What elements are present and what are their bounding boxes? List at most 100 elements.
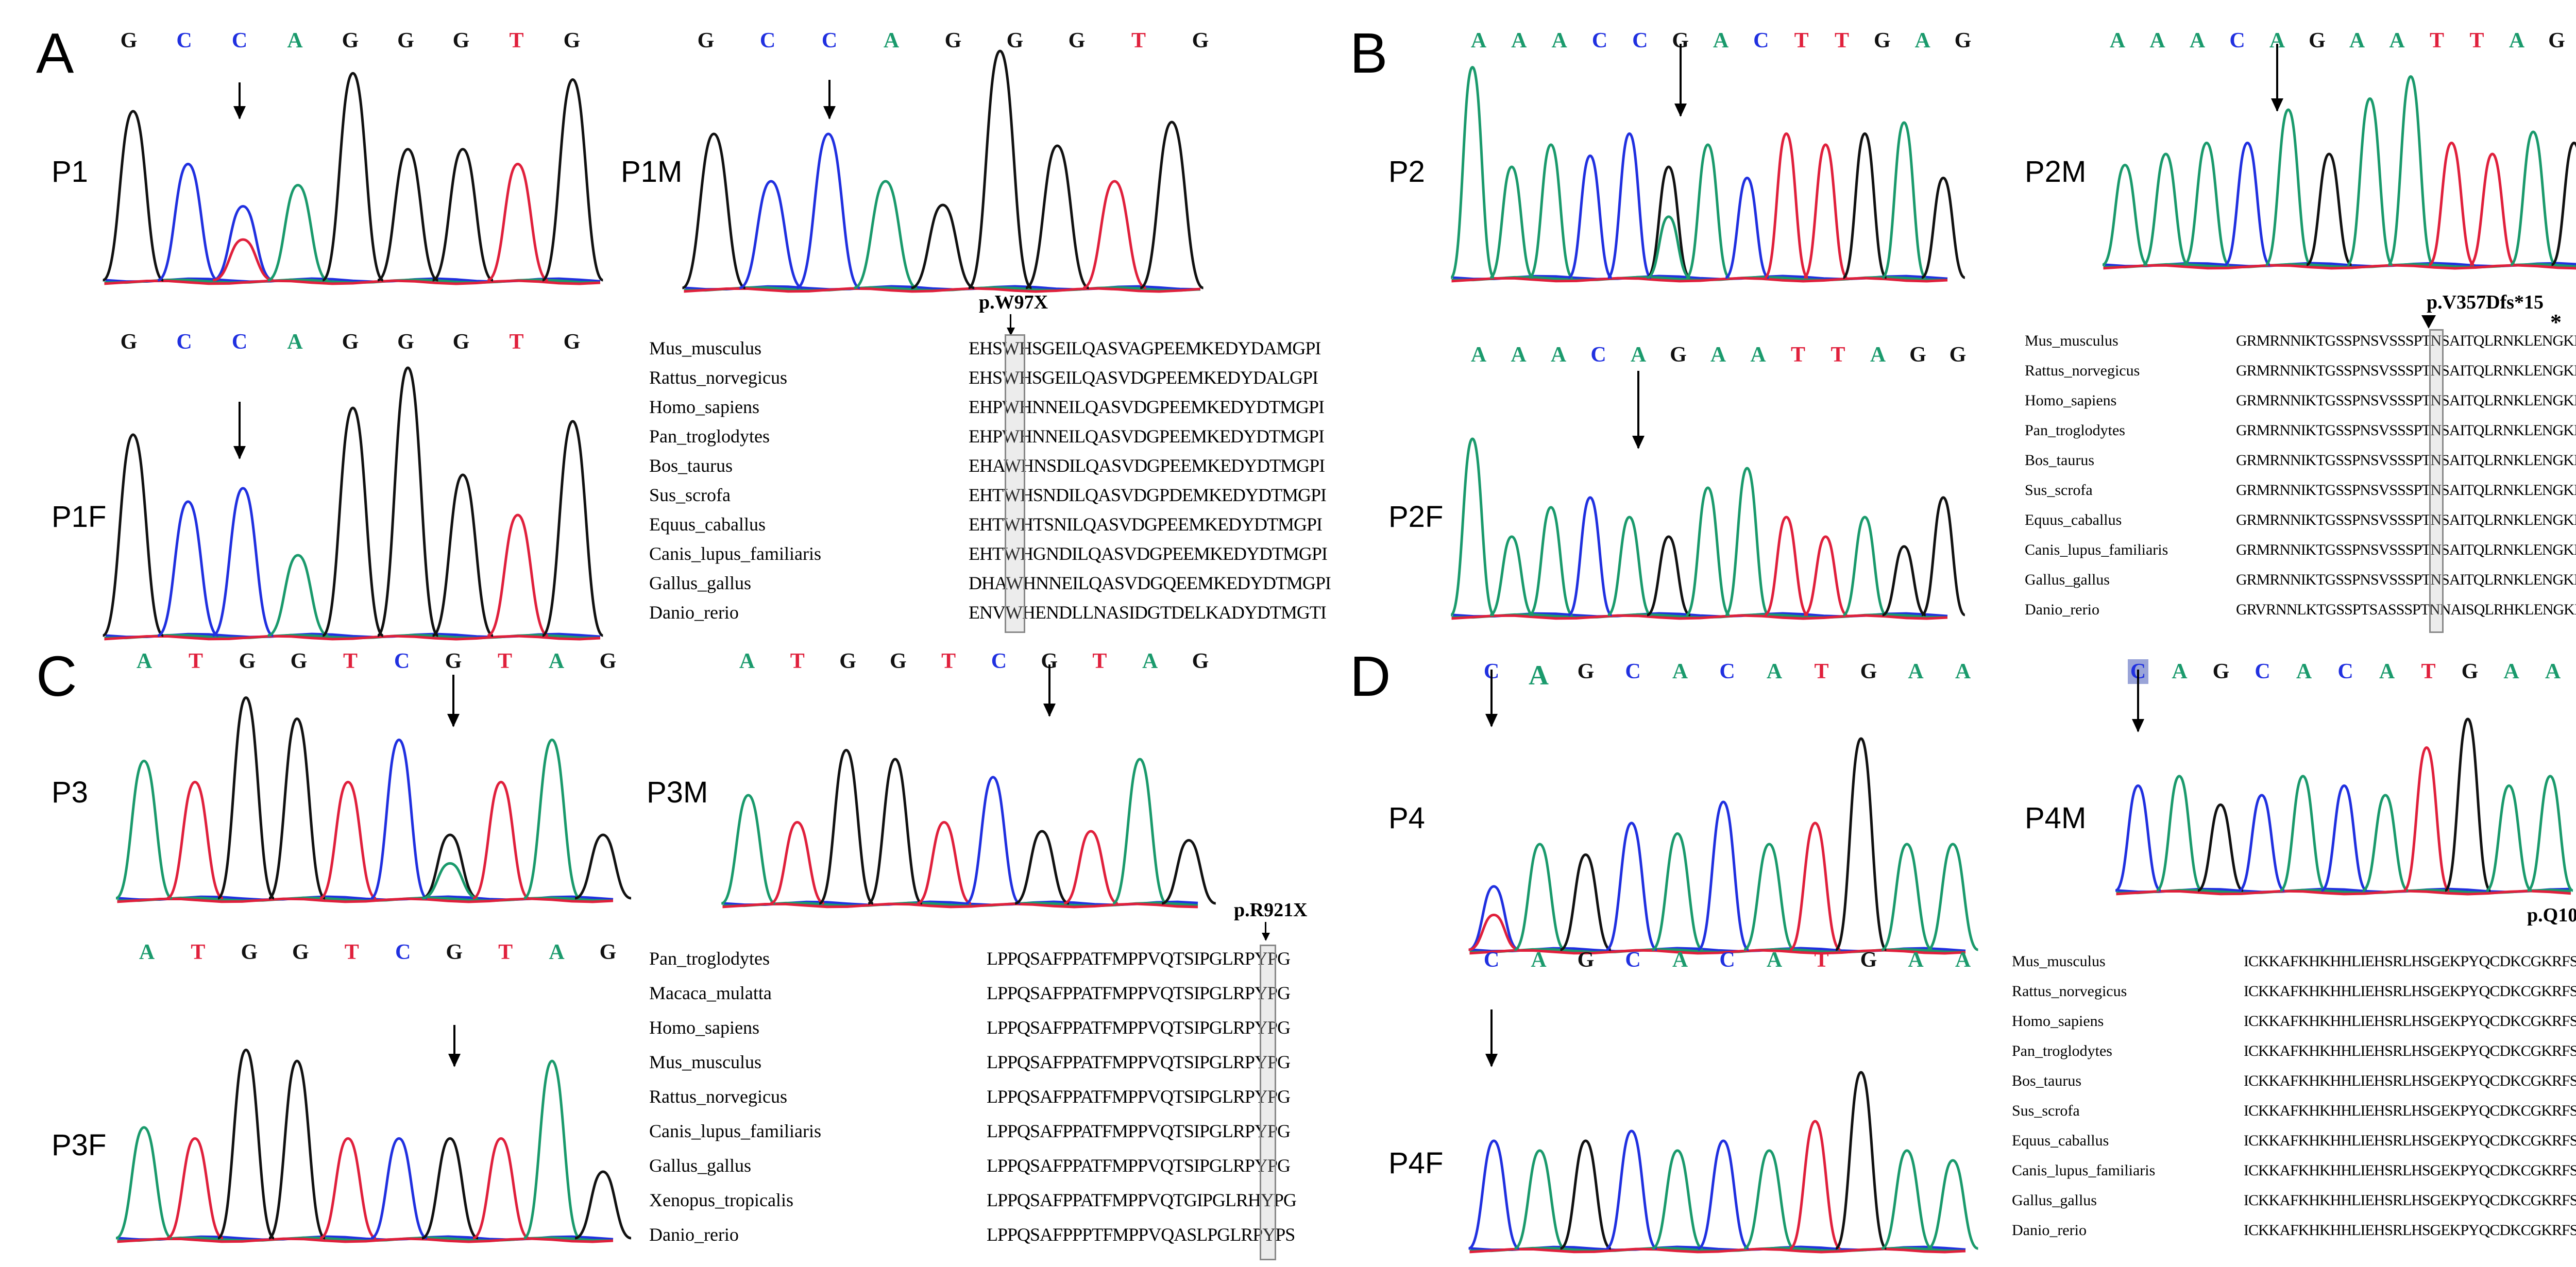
peak-p2m-3 xyxy=(2224,141,2271,266)
base-call-p3f-4: T xyxy=(344,940,359,964)
base-call-p1f-1: C xyxy=(176,330,192,354)
peak-p4m-9 xyxy=(2485,784,2533,892)
peak-p2m-10 xyxy=(2510,130,2556,266)
base-call-p2-12: G xyxy=(1954,29,1972,53)
peak-p2f-0 xyxy=(1450,437,1495,617)
peak-p1-4 xyxy=(322,72,384,282)
variant-arrow-p1f xyxy=(233,402,246,459)
baseline-p2m-2 xyxy=(2103,264,2576,270)
base-call-p4-10: A xyxy=(1955,660,1971,683)
species-name: Sus_scrofa xyxy=(649,485,731,505)
peak-p2f-10 xyxy=(1842,516,1887,617)
protein-sequence: GRVRNNLKTGSSPTSASSSPTNNAISQLRHKLENGKI xyxy=(2236,601,2576,618)
base-call-p3-8: A xyxy=(548,649,565,673)
base-call-p2f-1: A xyxy=(1511,343,1527,367)
base-call-p3-7: T xyxy=(497,649,512,673)
peak-p3f-7 xyxy=(472,1137,530,1240)
base-call-p2m-11: G xyxy=(2548,29,2565,53)
base-call-p1-8: G xyxy=(563,29,581,53)
peak-p4m-8 xyxy=(2444,717,2492,892)
peak-p4f-8 xyxy=(1835,1071,1887,1250)
chromatogram-p4f xyxy=(1468,1046,1979,1254)
peak-p3f-1 xyxy=(166,1137,224,1240)
conserved-residue-box xyxy=(1260,945,1276,1260)
peak-p4-1 xyxy=(1514,843,1566,951)
peak-p4-2 xyxy=(1560,853,1612,951)
peak-p2f-5 xyxy=(1646,535,1691,617)
peak-p4f-3 xyxy=(1605,1129,1657,1250)
peak-p2-7 xyxy=(1725,176,1770,279)
baseline-p2-2 xyxy=(1451,277,1948,283)
base-call-p3m-9: G xyxy=(1192,649,1209,673)
peak-p1-3 xyxy=(267,183,329,282)
peak-p2-3 xyxy=(1568,154,1613,279)
base-call-p3f-8: A xyxy=(549,940,565,964)
base-call-p2f-2: A xyxy=(1550,343,1567,367)
species-name: Canis_lupus_familiaris xyxy=(649,1121,821,1141)
base-call-p4-8: G xyxy=(1860,660,1877,683)
peak-p4-4 xyxy=(1651,832,1703,951)
base-call-p2m-10: A xyxy=(2509,29,2525,53)
species-name: Pan_troglodytes xyxy=(649,426,770,447)
het-peak-p1 xyxy=(212,238,274,282)
baseline-p4-2 xyxy=(1469,949,1966,955)
peak-p4-6 xyxy=(1743,843,1795,951)
species-name: Pan_troglodytes xyxy=(649,948,770,969)
peak-p3f-2 xyxy=(217,1048,275,1240)
protein-sequence: EHTWHTSNILQASVDGPEEMKEDYDTMGPI xyxy=(969,514,1323,535)
peak-p4-5 xyxy=(1697,800,1750,951)
chromatogram-svg-p2 xyxy=(1449,65,1965,283)
species-name: Danio_rerio xyxy=(2012,1222,2087,1239)
protein-sequence: GRMRNNIKTGSSPNSVSSSPTNSAITQLRNKLENGKI xyxy=(2236,392,2576,409)
peak-p3-9 xyxy=(574,833,632,900)
base-call-p2f-3: C xyxy=(1590,343,1606,367)
base-call-p3-6: G xyxy=(445,649,462,673)
variant-arrow-p3 xyxy=(447,675,460,727)
base-call-p1-7: T xyxy=(509,29,524,53)
peak-p4m-5 xyxy=(2320,784,2368,892)
baseline-p4m-2 xyxy=(2116,889,2571,896)
trace-label-p2f: P2F xyxy=(1388,500,1444,534)
chromatogram-p1 xyxy=(102,62,604,285)
peak-p1f-7 xyxy=(487,513,549,637)
protein-sequence: LPPQSAFPPATFMPPVQTGIPGLRHYPG xyxy=(987,1190,1297,1210)
peak-p2m-9 xyxy=(2469,152,2516,266)
peak-p4m-6 xyxy=(2362,794,2409,892)
base-call-p4f-9: A xyxy=(1908,948,1924,972)
stop-marker-icon: * xyxy=(2550,310,2562,335)
chromatogram-svg-p4m xyxy=(2114,717,2574,896)
species-name: Rattus_norvegicus xyxy=(649,367,787,388)
peak-p4-0 xyxy=(1468,885,1520,951)
base-call-p1f-4: G xyxy=(342,330,359,354)
chromatogram-svg-p3f xyxy=(115,1048,632,1243)
peak-p3f-4 xyxy=(319,1137,377,1240)
protein-sequence: EHTWHSNDILQASVDGPDEMKEDYDTMGPI xyxy=(969,485,1327,505)
peak-p1m-5 xyxy=(968,49,1032,289)
peak-p4-3 xyxy=(1605,821,1657,951)
base-call-p4m-4: A xyxy=(2296,660,2312,683)
protein-sequence: EHPWHNNEILQASVDGPEEMKEDYDTMGPI xyxy=(969,426,1325,447)
base-call-p4f-5: C xyxy=(1719,948,1735,972)
peak-p1f-3 xyxy=(267,554,329,637)
protein-sequence: GRMRNNIKTGSSPNSVSSSPTNSAITQLRNKLENGKI xyxy=(2236,482,2576,499)
species-name: Canis_lupus_familiaris xyxy=(649,543,821,564)
species-name: Mus_musculus xyxy=(649,338,762,358)
peak-p2-10 xyxy=(1842,132,1887,279)
peak-p1f-5 xyxy=(377,366,439,637)
base-call-p3f-3: G xyxy=(292,940,309,964)
peak-p2-0 xyxy=(1449,65,1496,279)
base-call-p2m-0: A xyxy=(2109,29,2126,53)
base-call-p2-2: A xyxy=(1551,29,1567,53)
base-call-p2m-6: A xyxy=(2349,29,2365,53)
protein-sequence: ICKKAFKHKHHLIEHSRLHSGEKPYQCDKCGKRFSHSGSY… xyxy=(2244,1102,2576,1119)
baseline-p1-2 xyxy=(104,279,601,285)
base-call-p2f-9: T xyxy=(1831,343,1845,367)
peak-p2f-11 xyxy=(1882,545,1926,617)
species-name: Homo_sapiens xyxy=(649,1017,759,1038)
chromatogram-p1f xyxy=(102,361,604,641)
peak-p2f-9 xyxy=(1803,535,1848,617)
base-call-p4m-6: A xyxy=(2379,660,2395,683)
peak-p3m-8 xyxy=(1112,758,1167,905)
chromatogram-svg-p3 xyxy=(115,696,632,903)
base-call-p4m-8: G xyxy=(2461,660,2479,683)
